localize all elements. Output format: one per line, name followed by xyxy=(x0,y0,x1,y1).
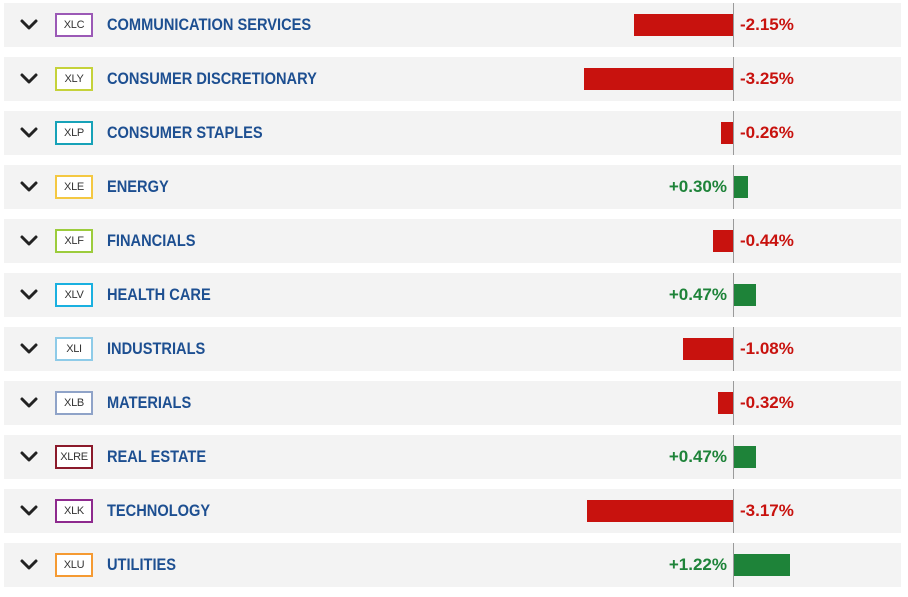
zero-axis xyxy=(733,3,734,47)
zero-axis xyxy=(733,219,734,263)
sector-name[interactable]: MATERIALS xyxy=(107,393,192,412)
chevron-down-icon[interactable] xyxy=(18,393,40,413)
sector-row-xlk[interactable]: XLK TECHNOLOGY -3.17% xyxy=(4,489,901,533)
ticker-badge: XLE xyxy=(55,175,93,199)
zero-axis xyxy=(733,543,734,587)
change-percent: +0.47% xyxy=(668,285,727,304)
sector-row-xlb[interactable]: XLB MATERIALS -0.32% xyxy=(4,381,901,425)
zero-axis xyxy=(733,57,734,101)
ticker-badge: XLP xyxy=(55,121,93,145)
change-bar xyxy=(712,230,733,252)
chevron-down-icon[interactable] xyxy=(18,123,40,143)
sector-row-xlv[interactable]: XLV HEALTH CARE +0.47% xyxy=(4,273,901,317)
sector-name[interactable]: FINANCIALS xyxy=(107,231,196,250)
zero-axis xyxy=(733,489,734,533)
zero-axis xyxy=(733,435,734,479)
sector-row-xlre[interactable]: XLRE REAL ESTATE +0.47% xyxy=(4,435,901,479)
change-bar xyxy=(634,14,733,36)
chevron-down-icon[interactable] xyxy=(18,231,40,251)
sector-name[interactable]: ENERGY xyxy=(107,177,169,196)
change-percent: -3.17% xyxy=(740,501,794,520)
change-percent: -0.26% xyxy=(740,123,794,142)
sector-name[interactable]: UTILITIES xyxy=(107,555,177,574)
ticker-badge: XLU xyxy=(55,553,93,577)
change-bar xyxy=(734,284,756,306)
change-bar xyxy=(721,122,733,144)
chevron-down-icon[interactable] xyxy=(18,339,40,359)
sector-row-xli[interactable]: XLI INDUSTRIALS -1.08% xyxy=(4,327,901,371)
sector-row-xly[interactable]: XLY CONSUMER DISCRETIONARY -3.25% xyxy=(4,57,901,101)
change-bar xyxy=(583,68,733,90)
change-percent: +0.30% xyxy=(668,177,727,196)
change-bar xyxy=(718,392,733,414)
sector-name[interactable]: CONSUMER DISCRETIONARY xyxy=(107,69,317,88)
zero-axis xyxy=(733,111,734,155)
sector-performance-list: XLC COMMUNICATION SERVICES -2.15% XLY CO… xyxy=(4,3,901,597)
ticker-badge: XLV xyxy=(55,283,93,307)
sector-name[interactable]: TECHNOLOGY xyxy=(107,501,211,520)
change-bar xyxy=(734,176,748,198)
zero-axis xyxy=(733,327,734,371)
ticker-badge: XLK xyxy=(55,499,93,523)
change-percent: -1.08% xyxy=(740,339,794,358)
ticker-badge: XLY xyxy=(55,67,93,91)
change-bar xyxy=(734,554,791,576)
change-percent: -0.32% xyxy=(740,393,794,412)
ticker-badge: XLC xyxy=(55,13,93,37)
chevron-down-icon[interactable] xyxy=(18,555,40,575)
chevron-down-icon[interactable] xyxy=(18,69,40,89)
change-percent: +0.47% xyxy=(668,447,727,466)
change-bar xyxy=(587,500,733,522)
chevron-down-icon[interactable] xyxy=(18,15,40,35)
ticker-badge: XLB xyxy=(55,391,93,415)
ticker-badge: XLRE xyxy=(55,445,93,469)
sector-row-xlu[interactable]: XLU UTILITIES +1.22% xyxy=(4,543,901,587)
sector-name[interactable]: HEALTH CARE xyxy=(107,285,211,304)
change-bar xyxy=(734,446,756,468)
change-bar xyxy=(683,338,733,360)
sector-row-xlf[interactable]: XLF FINANCIALS -0.44% xyxy=(4,219,901,263)
sector-name[interactable]: CONSUMER STAPLES xyxy=(107,123,263,142)
ticker-badge: XLI xyxy=(55,337,93,361)
chevron-down-icon[interactable] xyxy=(18,285,40,305)
chevron-down-icon[interactable] xyxy=(18,501,40,521)
sector-row-xle[interactable]: XLE ENERGY +0.30% xyxy=(4,165,901,209)
change-percent: -3.25% xyxy=(740,69,794,88)
sector-row-xlc[interactable]: XLC COMMUNICATION SERVICES -2.15% xyxy=(4,3,901,47)
sector-name[interactable]: INDUSTRIALS xyxy=(107,339,206,358)
sector-name[interactable]: REAL ESTATE xyxy=(107,447,207,466)
ticker-badge: XLF xyxy=(55,229,93,253)
change-percent: +1.22% xyxy=(668,555,727,574)
zero-axis xyxy=(733,165,734,209)
zero-axis xyxy=(733,273,734,317)
sector-row-xlp[interactable]: XLP CONSUMER STAPLES -0.26% xyxy=(4,111,901,155)
change-percent: -2.15% xyxy=(740,15,794,34)
chevron-down-icon[interactable] xyxy=(18,177,40,197)
sector-name[interactable]: COMMUNICATION SERVICES xyxy=(107,15,312,34)
zero-axis xyxy=(733,381,734,425)
change-percent: -0.44% xyxy=(740,231,794,250)
chevron-down-icon[interactable] xyxy=(18,447,40,467)
